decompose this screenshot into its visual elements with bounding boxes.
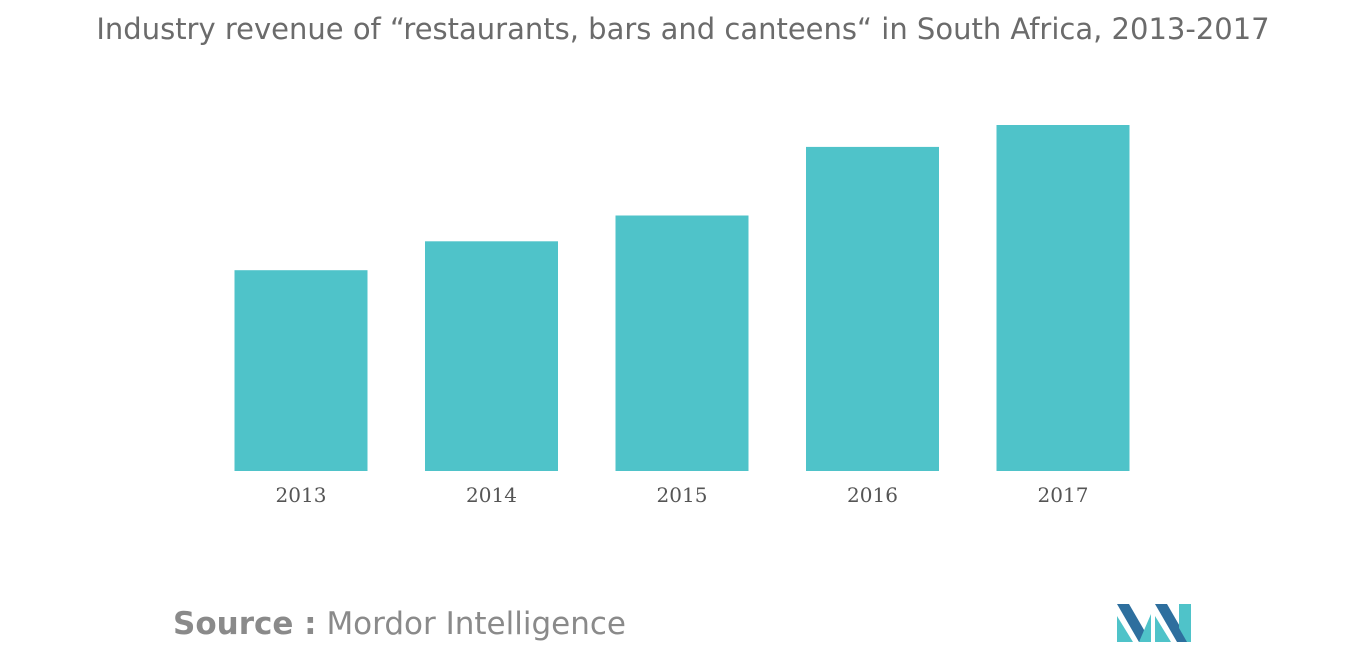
bar-2016 bbox=[806, 146, 939, 471]
source-name: Mordor Intelligence bbox=[326, 606, 626, 642]
bar-2013 bbox=[234, 270, 368, 471]
x-tick-label-2017: 2017 bbox=[1038, 483, 1089, 507]
x-tick-label-2016: 2016 bbox=[847, 483, 898, 507]
x-tick-label-2015: 2015 bbox=[657, 483, 708, 507]
x-tick-labels: 2013 2014 2015 2016 2017 bbox=[276, 483, 1089, 507]
mordor-intelligence-logo-icon bbox=[1117, 604, 1191, 642]
bars-group bbox=[234, 125, 1130, 471]
x-tick-label-2014: 2014 bbox=[466, 483, 517, 507]
bar-2014 bbox=[425, 241, 558, 471]
bar-2017 bbox=[996, 125, 1130, 471]
source-line: Source : Mordor Intelligence bbox=[173, 606, 626, 642]
x-tick-label-2013: 2013 bbox=[276, 483, 327, 507]
bar-2015 bbox=[615, 215, 749, 471]
bar-chart: 2013 2014 2015 2016 2017 bbox=[234, 125, 1130, 507]
chart-title: Industry revenue of “restaurants, bars a… bbox=[96, 12, 1270, 46]
source-label: Source : bbox=[173, 606, 317, 642]
